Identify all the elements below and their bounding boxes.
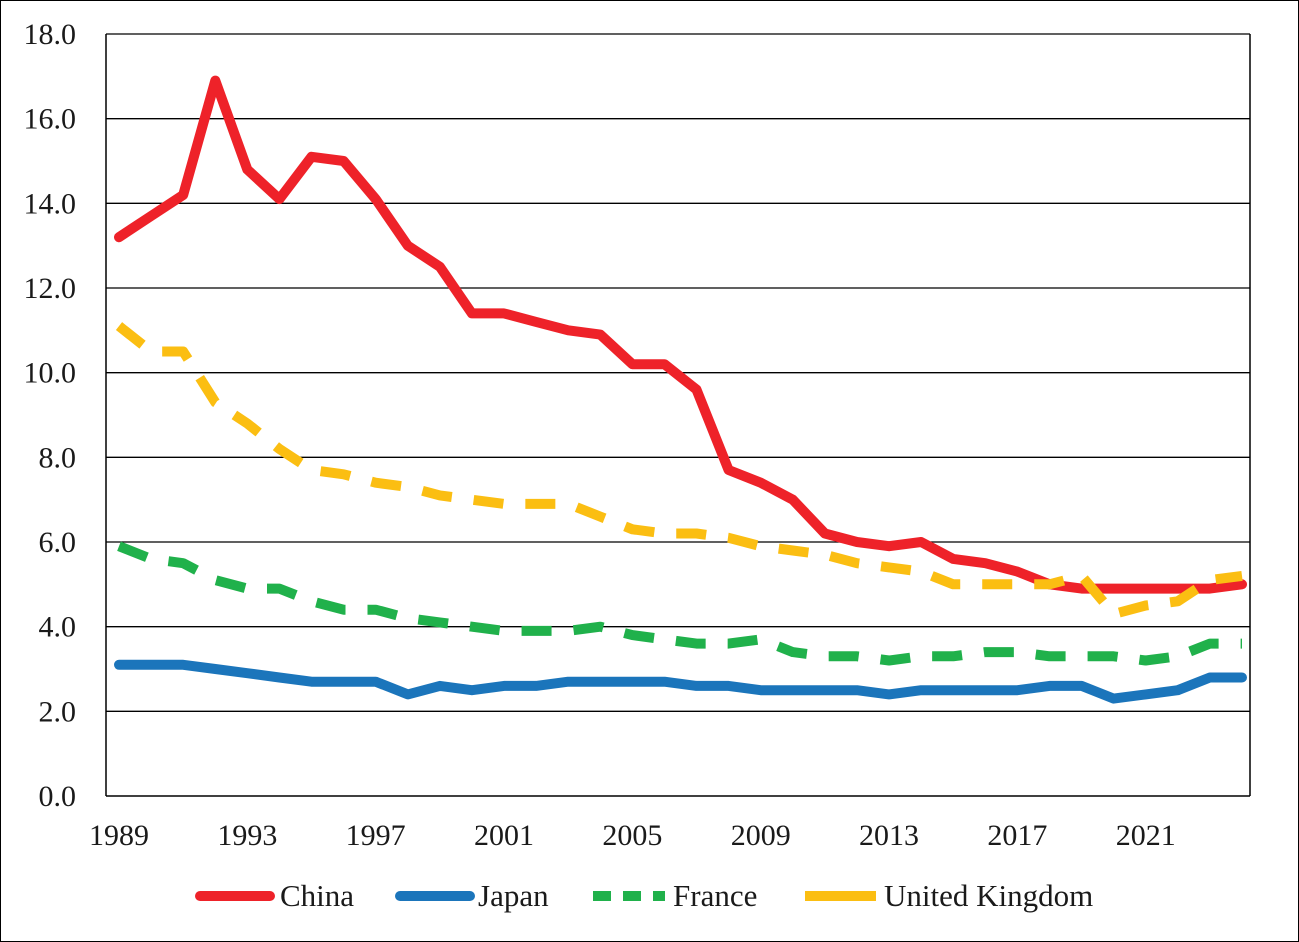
x-tick-label: 2013 bbox=[859, 819, 919, 852]
x-tick-label: 2005 bbox=[602, 819, 662, 852]
y-tick-label: 2.0 bbox=[39, 695, 77, 728]
series-line-united-kingdom bbox=[115, 322, 1243, 619]
series-lines bbox=[114, 75, 1247, 704]
x-tick-label: 1993 bbox=[217, 819, 277, 852]
x-tick-label: 2017 bbox=[987, 819, 1047, 852]
y-tick-label: 4.0 bbox=[39, 611, 77, 644]
series-line-france bbox=[117, 541, 1242, 666]
y-tick-label: 18.0 bbox=[24, 18, 77, 51]
x-axis-ticks: 1989 1993 1997 2001 2005 2009 2013 2017 2021 bbox=[89, 819, 1176, 852]
x-tick-label: 1997 bbox=[346, 819, 406, 852]
y-tick-label: 8.0 bbox=[39, 441, 77, 474]
x-tick-label: 1989 bbox=[89, 819, 149, 852]
y-axis-ticks: 0.0 2.0 4.0 6.0 8.0 10.0 12.0 14.0 16.0 18.0 bbox=[24, 18, 77, 813]
legend-label: China bbox=[280, 878, 354, 913]
series-line-china bbox=[114, 75, 1247, 594]
x-tick-label: 2009 bbox=[731, 819, 791, 852]
x-tick-label: 2001 bbox=[474, 819, 534, 852]
y-tick-label: 12.0 bbox=[24, 272, 77, 305]
y-tick-label: 14.0 bbox=[24, 187, 77, 220]
legend: China Japan France United Kingdom bbox=[195, 878, 1093, 913]
y-tick-label: 6.0 bbox=[39, 526, 77, 559]
gridlines bbox=[105, 33, 1251, 797]
legend-label: United Kingdom bbox=[884, 878, 1093, 913]
y-tick-label: 10.0 bbox=[24, 357, 77, 390]
y-tick-label: 16.0 bbox=[24, 103, 77, 136]
y-tick-label: 0.0 bbox=[39, 780, 77, 813]
x-tick-label: 2021 bbox=[1116, 819, 1176, 852]
legend-label: France bbox=[673, 878, 757, 913]
legend-label: Japan bbox=[478, 878, 549, 913]
series-line-japan bbox=[114, 659, 1247, 704]
